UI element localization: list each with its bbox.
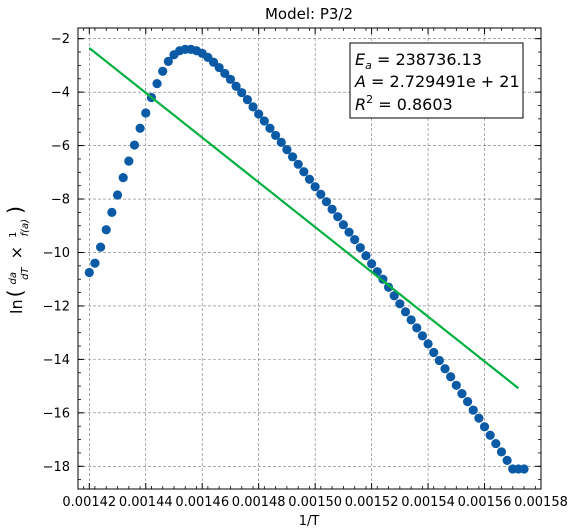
annotation-ea: Ea = 238736.13	[355, 50, 482, 72]
scatter-point	[383, 282, 394, 292]
scatter-point	[214, 62, 224, 73]
scatter-point	[429, 347, 439, 358]
scatter-point	[304, 174, 315, 184]
scatter-point	[496, 447, 507, 457]
scatter-point	[491, 438, 501, 449]
scatter-point	[90, 258, 100, 268]
annotation-a: A = 2.729491e + 21	[354, 72, 520, 91]
y-tick-label: −18	[43, 460, 70, 475]
x-tick-label: 0.00148	[232, 495, 286, 510]
x-tick-label: 0.00144	[119, 495, 173, 510]
scatter-point	[485, 430, 495, 440]
scatter-point	[293, 159, 303, 169]
scatter-point	[395, 299, 405, 309]
scatter-point	[355, 243, 365, 253]
x-tick-label: 0.00154	[401, 495, 455, 510]
x-axis-title: 1/T	[299, 514, 320, 529]
scatter-point	[231, 81, 241, 91]
scatter-point	[84, 267, 94, 278]
scatter-point	[350, 235, 360, 245]
scatter-point	[316, 189, 326, 199]
y-tick-label: −8	[51, 193, 70, 208]
scatter-point	[479, 422, 490, 432]
scatter-point	[259, 116, 269, 126]
y-tick-label: −12	[43, 299, 70, 314]
annotation-r2: R2 = 0.8603	[355, 93, 453, 114]
y-tick-label: −4	[51, 86, 70, 101]
scatter-point	[338, 220, 348, 230]
axis-ticks: 0.00142 0.00144 0.00146 0.00148 0.00150 0.001…	[43, 28, 568, 510]
scatter-point	[502, 455, 512, 466]
y-axis-title: ln( da dT × 1 f(a) )	[1, 206, 32, 314]
scatter-point	[254, 109, 264, 119]
x-tick-label: 0.00146	[175, 495, 229, 510]
scatter-point	[95, 242, 106, 252]
scatter-point	[519, 464, 529, 474]
fit-annotation-box: Ea = 238736.13 A = 2.729491e + 21 R2 = 0…	[349, 42, 524, 119]
scatter-point	[333, 212, 343, 222]
x-tick-label: 0.00150	[288, 495, 342, 510]
data-series	[84, 44, 529, 474]
y-tick-label: −2	[51, 32, 70, 47]
scatter-point	[468, 405, 478, 415]
scatter-point	[152, 78, 162, 89]
scatter-point	[282, 144, 292, 155]
scatter-point	[462, 397, 473, 407]
scatter-point	[124, 156, 134, 166]
scatter-point	[321, 197, 332, 207]
scatter-point	[248, 102, 258, 112]
scatter-point	[107, 207, 117, 217]
x-tick-label: 0.00156	[458, 495, 512, 510]
scatter-point	[457, 388, 467, 399]
fit-line	[88, 47, 520, 390]
scatter-point	[287, 152, 298, 162]
y-tick-label: −14	[43, 353, 70, 368]
svg-text:ln( da dT ×: ln( da dT × 1 f(a) )	[1, 206, 32, 314]
y-tick-label: −6	[51, 139, 70, 154]
scatter-point	[417, 331, 428, 341]
scatter-point	[400, 307, 411, 317]
scatter-point	[446, 372, 456, 382]
scatter-point	[135, 123, 145, 133]
scatter-point	[237, 88, 247, 98]
scatter-point	[141, 108, 151, 118]
scatter-point	[367, 259, 377, 269]
scatter-point	[112, 190, 123, 200]
scatter-point	[434, 355, 444, 366]
scatter-point	[271, 130, 281, 141]
scatter-point	[327, 204, 337, 214]
scatter-point	[276, 137, 286, 147]
scatter-point	[101, 225, 111, 235]
scatter-point	[406, 315, 416, 325]
y-tick-label: −10	[43, 246, 70, 261]
scatter-point	[451, 380, 461, 390]
scatter-point	[389, 291, 399, 301]
scatter-point	[158, 66, 168, 76]
scatter-point	[163, 56, 173, 67]
y-tick-label: −16	[43, 406, 70, 421]
scatter-point	[265, 123, 275, 133]
scatter-point	[361, 251, 371, 261]
x-tick-label: 0.00152	[345, 495, 399, 510]
scatter-point	[220, 68, 230, 79]
scatter-point	[242, 95, 252, 105]
scatter-point	[412, 323, 422, 333]
x-tick-label: 0.00158	[514, 495, 568, 510]
scatter-point	[310, 182, 320, 192]
scatter-point	[118, 173, 128, 183]
scatter-point	[423, 339, 433, 349]
scatter-point	[474, 413, 484, 423]
scatter-point	[225, 74, 236, 84]
x-tick-label: 0.00142	[62, 495, 116, 510]
chart-title: Model: P3/2	[265, 5, 353, 23]
scatter-point	[440, 364, 450, 374]
scatter-point	[299, 167, 309, 177]
scatter-point	[129, 140, 140, 150]
scatter-point	[344, 227, 354, 237]
